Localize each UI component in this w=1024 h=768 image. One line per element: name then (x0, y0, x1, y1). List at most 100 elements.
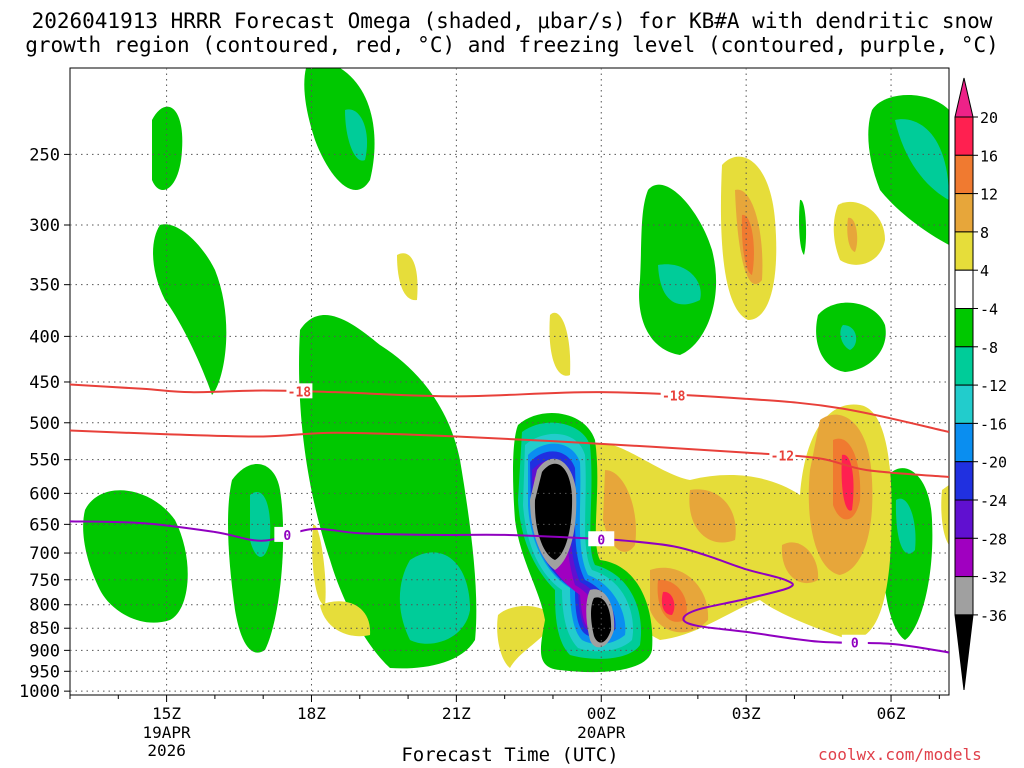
colorbar-swatch (954, 308, 974, 348)
colorbar-label: -4 (980, 301, 998, 319)
omega-up-region (840, 325, 857, 350)
colorbar-label: 12 (980, 186, 998, 204)
colorbar-label: -28 (980, 530, 1007, 548)
colorbar-label: -20 (980, 454, 1007, 472)
y-tick-label: 500 (29, 414, 60, 434)
y-tick-label: 600 (29, 484, 60, 504)
y-tick-label: 550 (29, 451, 60, 471)
colorbar-swatch (954, 154, 974, 195)
omega-down-region (661, 591, 675, 615)
colorbar-swatch (954, 422, 974, 463)
contour-label: -12 (771, 449, 794, 464)
x-tick-label: 15Z (152, 704, 181, 723)
omega-down-region (397, 253, 418, 301)
omega-down-region (312, 524, 326, 605)
omega-down-region (689, 489, 736, 543)
omega-up-region (881, 468, 933, 640)
colorbar-bottom-arrow (954, 614, 974, 691)
y-tick-label: 350 (29, 276, 60, 296)
omega-up-region (153, 224, 227, 395)
y-tick-label: 800 (29, 596, 60, 616)
colorbar-swatch (954, 537, 974, 578)
y-tick-label: 450 (29, 373, 60, 393)
x-tick-label: 18Z (297, 704, 326, 723)
omega-down-region (833, 201, 885, 265)
contour-label: 0 (283, 529, 291, 544)
y-tick-label: 300 (29, 216, 60, 236)
x-tick-sublabel: 2026 (147, 741, 186, 760)
chart-title-line-2: growth region (contoured, red, °C) and f… (25, 33, 999, 57)
colorbar-swatch (954, 576, 974, 616)
dendritic-growth-contour-minus18 (70, 383, 949, 433)
y-tick-label: 750 (29, 571, 60, 591)
y-tick-label: 900 (29, 641, 60, 661)
gridlines (70, 68, 949, 695)
colorbar-label: -36 (980, 607, 1007, 625)
y-tick-label: 650 (29, 515, 60, 535)
omega-down-region (841, 454, 854, 511)
credit-text: coolwx.com/models (818, 745, 982, 764)
x-tick-sublabel: 20APR (577, 723, 626, 742)
colorbar-swatch (954, 269, 974, 310)
omega-up-region (83, 490, 188, 623)
colorbar-swatch (954, 499, 974, 539)
y-tick-label: 1000 (19, 682, 60, 702)
omega-up-region (895, 498, 916, 554)
omega-up-region (658, 264, 701, 305)
colorbar-label: -12 (980, 377, 1007, 395)
y-tick-label: 700 (29, 544, 60, 564)
contour-label-bg (588, 531, 615, 547)
omega-down-region (497, 605, 555, 668)
colorbar-label: -32 (980, 569, 1007, 587)
contour-labels: -18 -18 -12 0 0 0 (274, 383, 868, 652)
colorbar-label: -24 (980, 492, 1007, 510)
omega-down-region (741, 214, 754, 275)
x-tick-sublabel: 19APR (143, 723, 192, 742)
colorbar-label: -8 (980, 339, 998, 357)
colorbar-label: 16 (980, 147, 998, 165)
y-tick-label: 950 (29, 662, 60, 682)
chart-title-line-1: 2026041913 HRRR Forecast Omega (shaded, … (31, 9, 993, 33)
contour-label-bg (841, 634, 868, 650)
omega-up-region (152, 106, 183, 190)
dendritic-growth-contour-minus12 (70, 429, 949, 478)
colorbar-label: 8 (980, 224, 989, 242)
omega-strong-up-region (534, 463, 612, 643)
colorbar-top-arrow (954, 77, 974, 118)
x-tick-label: 06Z (877, 704, 906, 723)
omega-up-region (304, 68, 375, 191)
contour-label-bg (660, 387, 687, 403)
x-axis-label: Forecast Time (UTC) (401, 744, 619, 766)
y-tick-label: 250 (29, 145, 60, 165)
colorbar-swatch (954, 193, 974, 233)
contour-label-bg (286, 383, 313, 399)
omega-up-region (895, 119, 949, 200)
axes: 2503003504004505005506006507007508008509… (19, 145, 940, 760)
omega-down-region (847, 217, 858, 252)
y-tick-label: 400 (29, 327, 60, 347)
omega-down-region (799, 199, 807, 255)
colorbar-label: -16 (980, 415, 1007, 433)
contour-label-bg (274, 526, 301, 542)
omega-shading (83, 68, 949, 673)
x-tick-label: 21Z (442, 704, 471, 723)
colorbar-label: 4 (980, 262, 989, 280)
colorbar-swatch (954, 231, 974, 271)
contour-label: -18 (662, 389, 686, 404)
x-tick-label: 00Z (587, 704, 616, 723)
omega-down-region (941, 485, 949, 545)
omega-down-region (549, 312, 571, 376)
y-tick-label: 850 (29, 619, 60, 639)
omega-up-region (399, 552, 470, 644)
omega-down-region (320, 601, 371, 637)
colorbar-swatch (954, 461, 974, 501)
contour-label: -18 (288, 385, 312, 400)
x-tick-label: 03Z (732, 704, 761, 723)
omega-colorbar: 20 16 12 8 4 -4 -8 -12 -16 -20 -24 -28 -32 -36 (954, 77, 1007, 691)
omega-up-region (345, 109, 368, 161)
omega-up-region (228, 463, 284, 653)
contour-label: 0 (851, 637, 859, 652)
colorbar-swatch (954, 346, 974, 386)
colorbar-swatch (954, 116, 974, 156)
